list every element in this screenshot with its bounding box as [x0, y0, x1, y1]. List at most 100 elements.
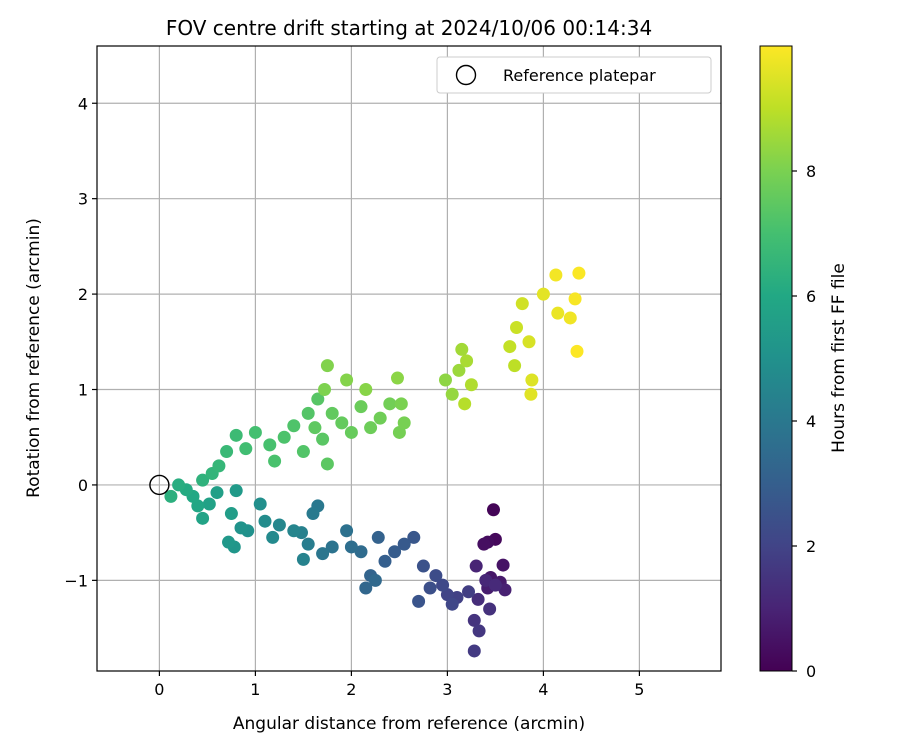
- data-point: [508, 359, 522, 373]
- x-tick-label: 5: [634, 680, 644, 699]
- data-point: [498, 583, 512, 597]
- y-tick-label: −1: [64, 571, 88, 590]
- data-point: [455, 342, 469, 356]
- data-point: [488, 578, 502, 592]
- data-point: [335, 416, 349, 430]
- colorbar-tick-label: 0: [806, 662, 816, 681]
- data-point: [316, 547, 330, 561]
- data-point: [452, 363, 466, 377]
- y-tick-label: 4: [78, 94, 88, 113]
- data-point: [469, 559, 483, 573]
- data-point: [551, 306, 565, 320]
- data-point: [248, 425, 262, 439]
- data-point: [359, 581, 373, 595]
- data-point: [354, 400, 368, 414]
- data-point: [220, 445, 234, 459]
- colorbar: 0 2 4 6 8 Hours from first FF file: [759, 45, 849, 681]
- reference-marker: [149, 474, 170, 496]
- data-point: [320, 359, 334, 373]
- x-axis-label: Angular distance from reference (arcmin): [233, 714, 585, 734]
- data-point: [296, 445, 310, 459]
- data-point: [301, 406, 315, 420]
- y-tick-label: 3: [78, 190, 88, 209]
- x-tick-label: 1: [250, 680, 260, 699]
- data-point: [311, 392, 325, 406]
- data-point: [549, 268, 563, 282]
- data-point: [496, 558, 510, 572]
- data-point: [212, 459, 226, 473]
- data-point: [196, 511, 210, 525]
- colorbar-label: Hours from first FF file: [829, 263, 849, 453]
- colorbar-gradient: [759, 45, 793, 672]
- data-point: [222, 535, 236, 549]
- data-point: [464, 378, 478, 392]
- x-tick-label: 4: [538, 680, 548, 699]
- data-point: [320, 457, 334, 471]
- x-axis-ticks: 0 1 2 3 4 5: [154, 671, 644, 699]
- data-point: [172, 478, 186, 492]
- data-point: [287, 524, 301, 538]
- y-axis-label: Rotation from reference (arcmin): [24, 218, 44, 498]
- y-tick-label: 0: [78, 476, 88, 495]
- y-axis-ticks: −1 0 1 2 3 4: [64, 94, 97, 590]
- data-point: [445, 597, 459, 611]
- data-point: [325, 406, 339, 420]
- data-point: [458, 397, 472, 411]
- data-point: [344, 425, 358, 439]
- x-tick-label: 0: [154, 680, 164, 699]
- data-point: [445, 387, 459, 401]
- data-point: [390, 371, 404, 385]
- y-tick-label: 1: [78, 381, 88, 400]
- data-point: [272, 518, 286, 532]
- x-tick-label: 3: [442, 680, 452, 699]
- x-tick-label: 2: [346, 680, 356, 699]
- data-point: [483, 602, 497, 616]
- data-point: [378, 554, 392, 568]
- data-point: [397, 416, 411, 430]
- data-point: [263, 438, 277, 452]
- data-point: [394, 397, 408, 411]
- data-point: [471, 592, 485, 606]
- data-point: [340, 373, 354, 387]
- data-point: [318, 383, 332, 397]
- data-point: [354, 545, 368, 559]
- data-point: [308, 421, 322, 435]
- data-point: [570, 344, 584, 358]
- y-tick-label: 2: [78, 285, 88, 304]
- legend: Reference platepar: [436, 56, 712, 94]
- colorbar-ticks: 0 2 4 6 8: [792, 162, 816, 681]
- data-point: [253, 497, 267, 511]
- data-point: [368, 573, 382, 587]
- data-point: [196, 473, 210, 487]
- reference-platepar-point: [149, 474, 170, 496]
- data-point: [266, 530, 280, 544]
- data-point: [460, 354, 474, 368]
- data-point: [515, 297, 529, 311]
- data-point: [510, 320, 524, 334]
- data-point: [316, 432, 330, 446]
- data-point: [388, 545, 402, 559]
- data-point: [239, 442, 253, 456]
- data-point: [306, 507, 320, 521]
- data-point: [572, 266, 586, 280]
- data-point: [287, 419, 301, 433]
- data-point: [536, 287, 550, 301]
- data-point: [359, 383, 373, 397]
- data-point: [472, 624, 486, 638]
- data-point: [412, 594, 426, 608]
- data-point: [164, 489, 178, 503]
- data-point: [258, 514, 272, 528]
- data-point: [563, 311, 577, 325]
- data-point: [301, 537, 315, 551]
- data-point: [467, 613, 481, 627]
- data-point: [229, 428, 243, 442]
- data-point: [340, 524, 354, 538]
- data-point: [423, 581, 437, 595]
- data-point: [397, 537, 411, 551]
- data-point: [467, 644, 481, 658]
- data-point: [373, 411, 387, 425]
- data-point: [407, 530, 421, 544]
- data-point: [477, 537, 491, 551]
- data-point: [325, 540, 339, 554]
